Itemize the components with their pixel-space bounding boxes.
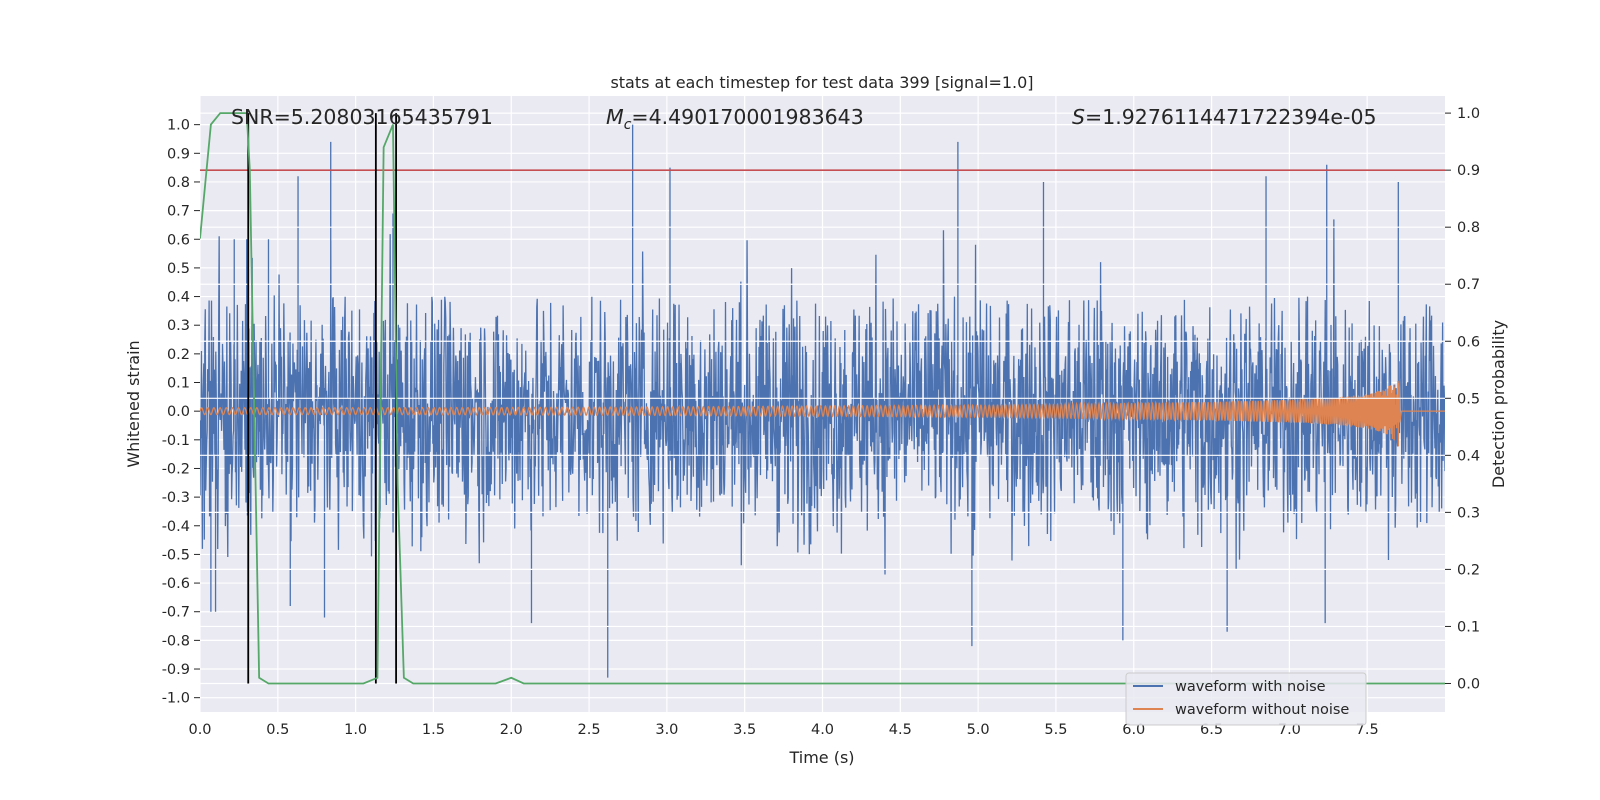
y-left-tick-label: 0.7 <box>167 204 190 220</box>
x-tick-label: 3.0 <box>655 722 678 738</box>
y-right-tick-label: 0.5 <box>1457 391 1480 407</box>
y-left-tick-label: 1.0 <box>167 118 190 134</box>
y-left-tick-label: -0.9 <box>162 662 190 678</box>
y-left-tick-label: 0.1 <box>167 376 190 392</box>
y-left-tick-label: -0.8 <box>162 633 190 649</box>
y-right-tick-label: 0.0 <box>1457 676 1480 692</box>
chirp-mass-annotation: Mc=4.490170001983643 <box>606 105 864 133</box>
legend-label-waveform-without-noise: waveform without noise <box>1175 702 1349 718</box>
x-tick-label: 2.0 <box>500 722 523 738</box>
y-axis-label-left: Whitened strain <box>124 340 143 467</box>
y-left-tick-label: -0.2 <box>162 461 190 477</box>
y-axis-label-right: Detection probability <box>1489 320 1508 488</box>
y-left-tick-label: 0.4 <box>167 290 190 306</box>
chirp-mass-subscript: c <box>624 117 632 133</box>
x-tick-label: 0.5 <box>266 722 289 738</box>
x-tick-label: 4.5 <box>889 722 912 738</box>
overlay-marks <box>200 112 1445 685</box>
y-right-tick-label: 0.4 <box>1457 448 1480 464</box>
y-right-tick-label: 0.1 <box>1457 619 1480 635</box>
chirp-mass-value: =4.490170001983643 <box>631 105 863 129</box>
y-left-tick-label: 0.9 <box>167 146 190 162</box>
x-tick-label: 7.5 <box>1356 722 1379 738</box>
chart-title: stats at each timestep for test data 399… <box>610 73 1033 92</box>
legend: waveform with noise waveform without noi… <box>1125 672 1367 726</box>
x-tick-label: 6.5 <box>1200 722 1223 738</box>
s-value: =1.9276114471722394e-05 <box>1085 105 1377 129</box>
x-tick-label: 4.0 <box>811 722 834 738</box>
series-waveform-with-noise <box>200 124 1445 678</box>
y-left-tick-label: -0.4 <box>162 519 190 535</box>
y-left-tick-label: -0.5 <box>162 547 190 563</box>
y-right-tick-label: 1.0 <box>1457 106 1480 122</box>
y-left-tick-label: -1.0 <box>162 691 190 707</box>
x-tick-label: 5.5 <box>1044 722 1067 738</box>
x-tick-label: 6.0 <box>1122 722 1145 738</box>
y-right-tick-label: 0.2 <box>1457 562 1480 578</box>
y-left-tick-label: 0.6 <box>167 232 190 248</box>
y-right-tick-label: 0.6 <box>1457 334 1480 350</box>
y-left-tick-label: 0.5 <box>167 261 190 277</box>
legend-box <box>1125 672 1367 726</box>
x-tick-label: 1.0 <box>344 722 367 738</box>
snr-annotation: SNR=5.20803165435791 <box>231 105 493 129</box>
legend-label-waveform-with-noise: waveform with noise <box>1175 679 1326 695</box>
y-right-tick-label: 0.7 <box>1457 277 1480 293</box>
series-waveform-without-noise <box>200 380 1445 447</box>
s-symbol: S <box>1072 105 1085 129</box>
y-left-tick-label: -0.3 <box>162 490 190 506</box>
y-right-tick-label: 0.8 <box>1457 220 1480 236</box>
chirp-mass-symbol: M <box>606 105 624 129</box>
y-left-tick-label: 0.3 <box>167 318 190 334</box>
y-left-tick-label: 0.2 <box>167 347 190 363</box>
s-annotation: S=1.9276114471722394e-05 <box>1072 105 1377 129</box>
series-detection-probability <box>200 112 1445 685</box>
y-left-tick-label: -0.1 <box>162 433 190 449</box>
x-tick-label: 3.5 <box>733 722 756 738</box>
x-axis-label: Time (s) <box>788 748 854 767</box>
plot-marks <box>200 124 1445 678</box>
x-tick-label: 1.5 <box>422 722 445 738</box>
y-left-tick-label: 0.0 <box>167 404 190 420</box>
axis-ticks: 0.0 0.5 1.0 1.5 2.0 2.5 3.0 3.5 4.0 4.5 5.0 5.5 6.0 6… <box>162 106 1480 738</box>
x-tick-label: 5.0 <box>967 722 990 738</box>
y-left-tick-label: -0.7 <box>162 605 190 621</box>
y-left-tick-label: 0.8 <box>167 175 190 191</box>
x-tick-label: 7.0 <box>1278 722 1301 738</box>
x-tick-label: 0.0 <box>188 722 211 738</box>
y-right-tick-label: 0.3 <box>1457 505 1480 521</box>
y-left-tick-label: -0.6 <box>162 576 190 592</box>
x-tick-label: 2.5 <box>578 722 601 738</box>
y-right-tick-label: 0.9 <box>1457 163 1480 179</box>
